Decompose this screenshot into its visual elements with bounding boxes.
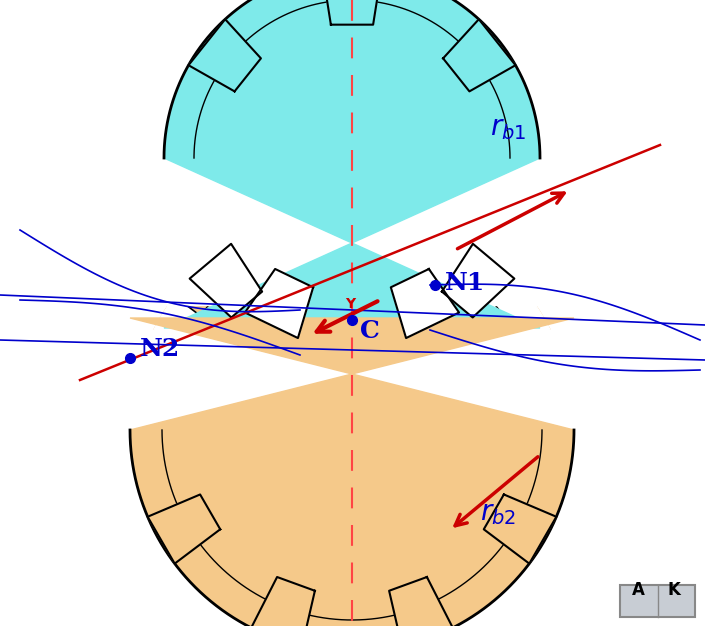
Polygon shape: [442, 244, 515, 317]
Polygon shape: [442, 530, 529, 616]
Text: $r_{b1}$: $r_{b1}$: [490, 115, 527, 142]
Circle shape: [130, 208, 574, 626]
Polygon shape: [164, 88, 227, 171]
Circle shape: [164, 0, 540, 346]
Polygon shape: [443, 208, 527, 297]
Polygon shape: [391, 269, 459, 338]
Bar: [0, 330, 705, 626]
Text: $r_{b2}$: $r_{b2}$: [480, 500, 516, 527]
Polygon shape: [147, 495, 220, 563]
Polygon shape: [140, 296, 220, 382]
Text: C: C: [360, 319, 380, 343]
Polygon shape: [510, 418, 574, 495]
Polygon shape: [164, 0, 540, 328]
Polygon shape: [231, 213, 315, 292]
Polygon shape: [245, 269, 313, 338]
Polygon shape: [188, 19, 261, 91]
Polygon shape: [372, 210, 453, 283]
Polygon shape: [164, 0, 539, 338]
Text: N2: N2: [140, 337, 180, 361]
Polygon shape: [484, 495, 556, 563]
Polygon shape: [443, 19, 515, 91]
Polygon shape: [130, 439, 200, 516]
Text: Y: Y: [345, 297, 355, 311]
Bar: [0, 0, 705, 305]
Polygon shape: [323, 0, 381, 24]
Polygon shape: [323, 287, 406, 346]
Polygon shape: [470, 65, 539, 149]
Text: A: A: [632, 581, 645, 599]
Text: K: K: [668, 581, 680, 599]
Polygon shape: [389, 577, 453, 626]
Polygon shape: [373, 0, 459, 47]
Polygon shape: [190, 244, 262, 317]
Polygon shape: [472, 279, 556, 366]
Text: N1: N1: [445, 271, 485, 295]
Polygon shape: [130, 318, 574, 626]
Polygon shape: [251, 577, 315, 626]
FancyBboxPatch shape: [620, 585, 695, 617]
Polygon shape: [130, 210, 574, 626]
Polygon shape: [325, 591, 402, 626]
Polygon shape: [188, 225, 275, 312]
Polygon shape: [190, 543, 277, 626]
Polygon shape: [225, 0, 313, 58]
